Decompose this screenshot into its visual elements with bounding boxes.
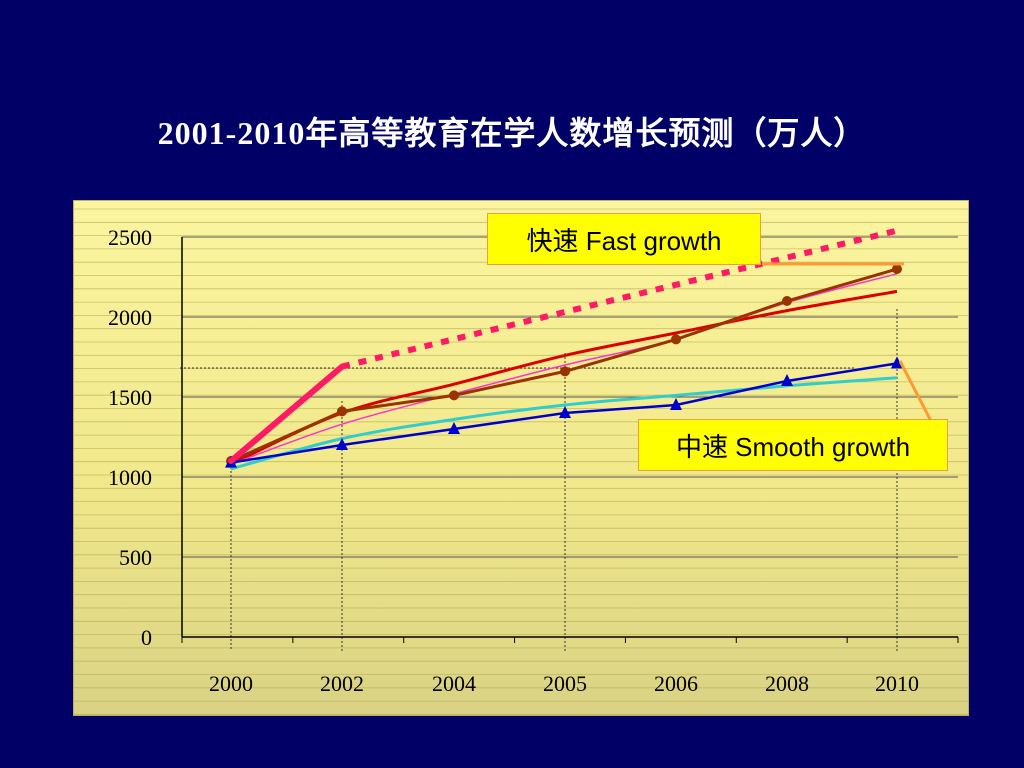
blue-data-point — [448, 422, 460, 434]
y-tick-label: 0 — [141, 625, 152, 650]
x-tick-label: 2010 — [875, 671, 919, 696]
fast-growth-callout: 快速 Fast growth — [487, 213, 761, 265]
blue-data-point — [670, 398, 682, 410]
x-tick-label: 2002 — [320, 671, 364, 696]
x-tick-label: 2004 — [432, 671, 476, 696]
brown-data-point — [337, 406, 347, 417]
y-tick-label: 1500 — [108, 385, 152, 410]
blue-data-point — [559, 406, 571, 418]
x-tick-label: 2000 — [209, 671, 253, 696]
brown-data-point — [671, 334, 681, 345]
x-tick-label: 2006 — [654, 671, 698, 696]
y-tick-label: 2500 — [108, 225, 152, 250]
x-tick-label: 2008 — [765, 671, 809, 696]
y-tick-label: 1000 — [108, 465, 152, 490]
blue-data-point — [781, 374, 793, 386]
fast-growth-solid-line — [228, 363, 345, 464]
smooth-growth-callout: 中速 Smooth growth — [638, 419, 948, 471]
brown-data-point — [449, 390, 459, 401]
brown-data-point — [782, 296, 792, 306]
brown-data-point — [560, 366, 570, 377]
brown-data-point — [892, 264, 902, 274]
fast-growth-dotted-line — [341, 227, 898, 370]
slide-title: 2001-2010年高等教育在学人数增长预测（万人） — [157, 115, 867, 151]
y-tick-label: 2000 — [108, 305, 152, 330]
blue-data-point — [891, 356, 903, 369]
blue-data-point — [336, 438, 348, 450]
line-chart: 0 500 1000 1500 2000 2500 2000 2002 2004 2005 2006… — [74, 208, 968, 715]
y-tick-label: 500 — [119, 545, 152, 570]
smooth-callout-connector — [898, 360, 934, 424]
x-tick-label: 2005 — [543, 671, 587, 696]
